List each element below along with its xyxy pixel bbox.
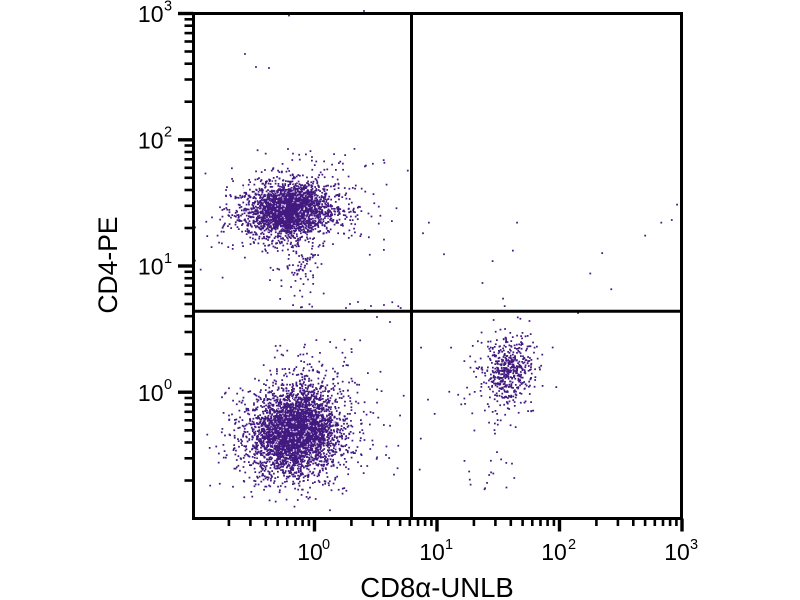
svg-text:1: 1	[164, 251, 172, 267]
svg-text:3: 3	[690, 537, 698, 553]
svg-text:CD8α-UNLB: CD8α-UNLB	[360, 572, 513, 600]
svg-text:3: 3	[164, 0, 172, 14]
svg-text:10: 10	[138, 380, 164, 406]
svg-text:2: 2	[568, 537, 576, 553]
svg-text:1: 1	[445, 537, 453, 553]
svg-text:10: 10	[138, 1, 164, 27]
svg-text:10: 10	[541, 539, 567, 565]
svg-text:0: 0	[322, 537, 330, 553]
svg-text:10: 10	[419, 539, 445, 565]
svg-text:10: 10	[138, 254, 164, 280]
svg-text:CD4-PE: CD4-PE	[93, 216, 123, 313]
svg-text:10: 10	[664, 539, 690, 565]
svg-text:10: 10	[138, 127, 164, 153]
svg-text:2: 2	[164, 125, 172, 141]
svg-text:10: 10	[297, 539, 323, 565]
svg-text:0: 0	[164, 377, 172, 393]
